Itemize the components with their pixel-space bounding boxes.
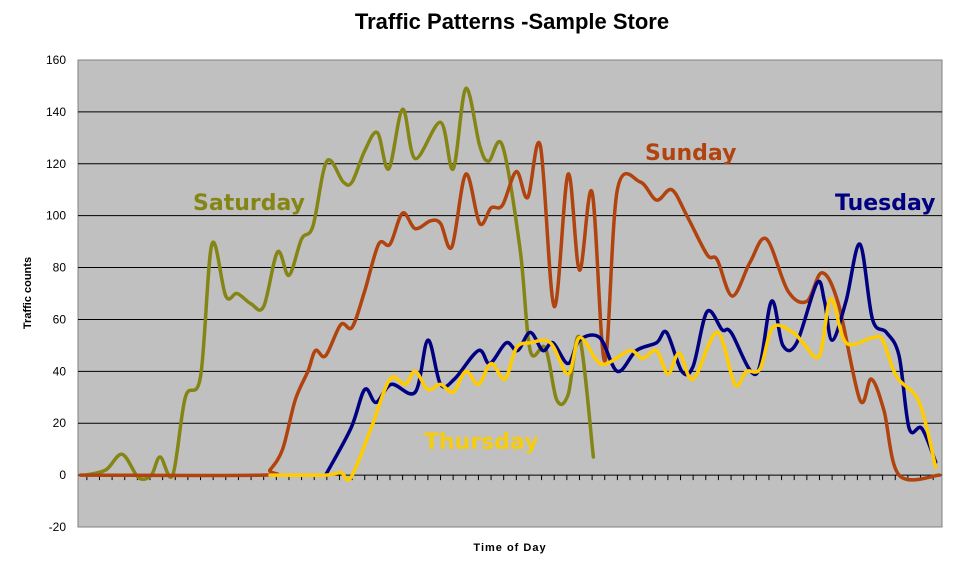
y-tick-label: -20	[49, 520, 67, 534]
series-line-saturday	[83, 86, 596, 482]
series-label-tuesday: Tuesday	[835, 191, 936, 216]
series-label-thursday: Thursday	[424, 430, 539, 455]
y-tick-label: 100	[46, 209, 66, 223]
plot-area	[77, 59, 943, 528]
y-tick-label: 80	[53, 261, 67, 275]
y-axis-label: Traffic counts	[22, 257, 34, 329]
y-tick-label: 20	[53, 416, 67, 430]
series-line-sunday	[78, 140, 942, 482]
y-tick-label: 160	[46, 53, 66, 67]
series-label-saturday: Saturday	[193, 191, 305, 216]
y-tick-label: 120	[46, 157, 66, 171]
y-tick-label: 140	[46, 105, 66, 119]
series-label-sunday: Sunday	[645, 141, 736, 166]
x-axis-label: Time of Day	[473, 542, 546, 554]
series-lines	[78, 86, 942, 482]
y-axis-ticks: 160 140 120 100 80 60 40 20 0 -20	[46, 53, 66, 534]
series-line-thursday	[268, 296, 938, 482]
y-tick-label: 40	[53, 364, 67, 378]
chart-title: Traffic Patterns -Sample Store	[355, 9, 669, 34]
y-tick-label: 0	[59, 468, 66, 482]
y-tick-label: 60	[53, 312, 67, 326]
